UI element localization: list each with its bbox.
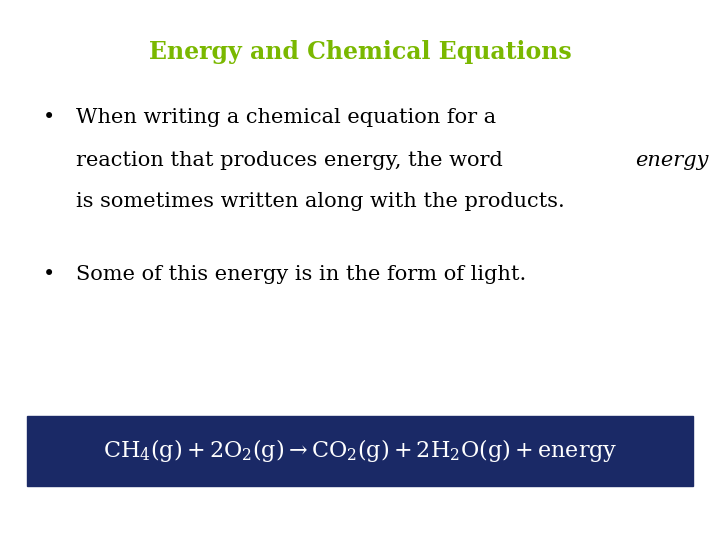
Text: When writing a chemical equation for a: When writing a chemical equation for a (76, 108, 496, 127)
Text: is sometimes written along with the products.: is sometimes written along with the prod… (76, 192, 564, 211)
Text: energy: energy (635, 151, 708, 170)
Text: Energy and Chemical Equations: Energy and Chemical Equations (148, 40, 572, 64)
Text: reaction that produces energy, the word: reaction that produces energy, the word (76, 151, 509, 170)
Text: $\mathregular{CH_4(g) + 2O_2(g) \rightarrow CO_2(g) + 2H_2O(g) + energy}$: $\mathregular{CH_4(g) + 2O_2(g) \rightar… (103, 437, 617, 464)
Text: •: • (43, 108, 55, 127)
FancyBboxPatch shape (27, 416, 693, 486)
Text: •: • (43, 265, 55, 284)
Text: Some of this energy is in the form of light.: Some of this energy is in the form of li… (76, 265, 526, 284)
